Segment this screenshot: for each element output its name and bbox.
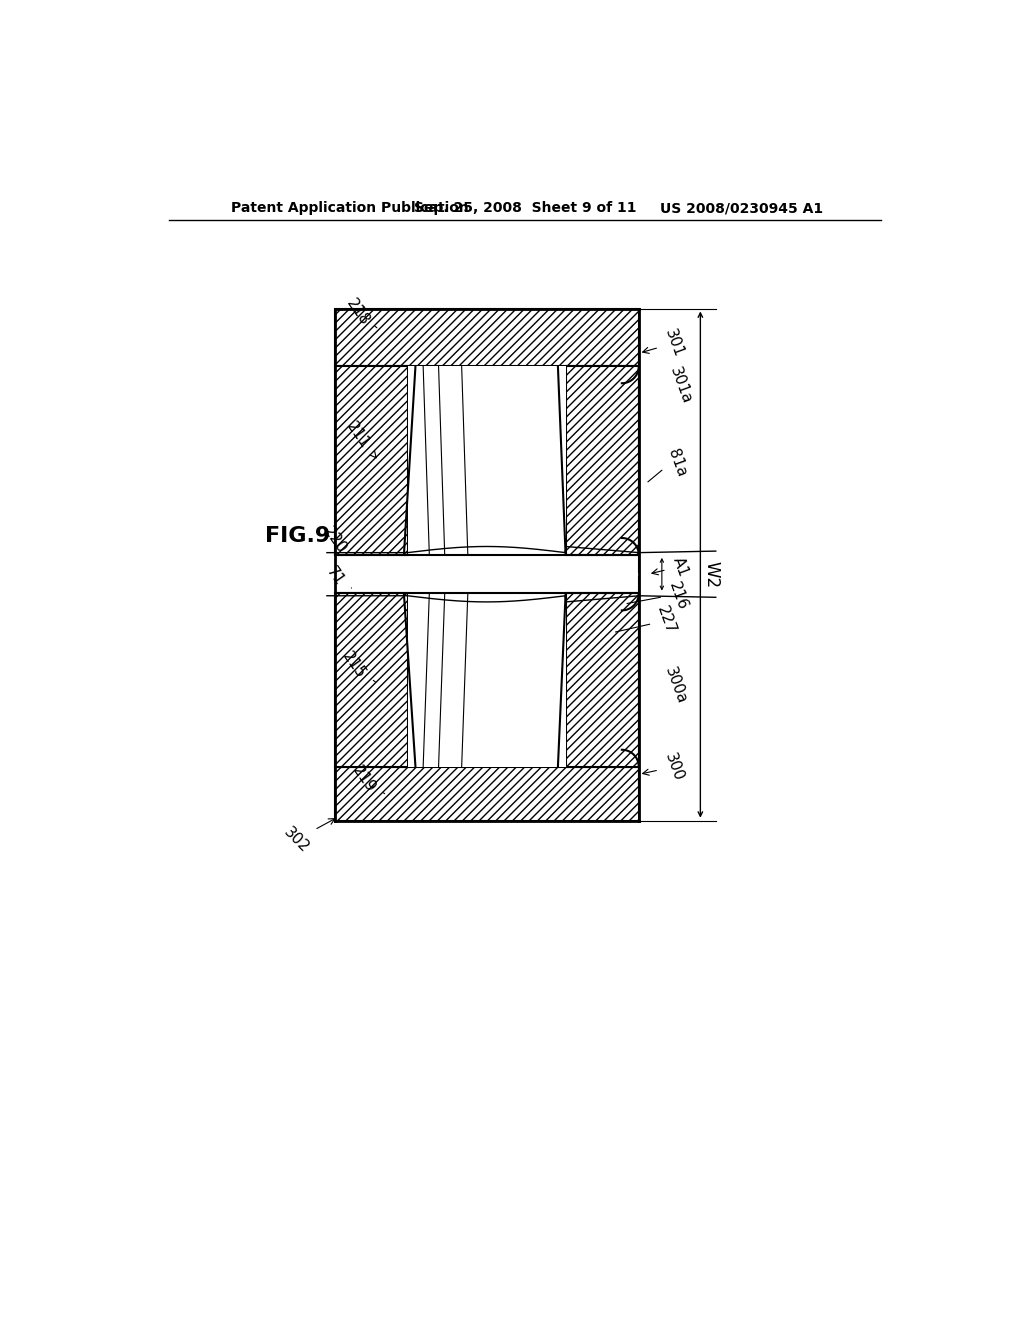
Text: 227: 227 — [654, 605, 678, 636]
Text: 300: 300 — [643, 751, 686, 783]
Text: 301: 301 — [643, 327, 686, 359]
Text: Patent Application Publication: Patent Application Publication — [230, 202, 468, 215]
Bar — [335, 594, 408, 767]
Text: 220: 220 — [321, 524, 355, 557]
Text: 300a: 300a — [662, 665, 689, 706]
Bar — [335, 767, 639, 821]
Text: W2: W2 — [702, 561, 721, 587]
Bar — [565, 367, 639, 554]
Bar — [335, 367, 408, 554]
Text: 216: 216 — [666, 579, 690, 612]
Text: 301a: 301a — [668, 364, 694, 407]
Text: Sep. 25, 2008  Sheet 9 of 11: Sep. 25, 2008 Sheet 9 of 11 — [414, 202, 636, 215]
Bar — [408, 367, 565, 554]
Text: A1: A1 — [652, 554, 690, 578]
Text: 302: 302 — [281, 818, 335, 855]
Bar — [335, 309, 639, 367]
Text: 81a: 81a — [665, 446, 689, 479]
Text: 215: 215 — [339, 649, 376, 682]
Text: 219: 219 — [349, 763, 385, 796]
Text: 71: 71 — [323, 565, 351, 589]
Text: US 2008/0230945 A1: US 2008/0230945 A1 — [660, 202, 823, 215]
Text: 218: 218 — [343, 296, 377, 329]
Text: FIG.9: FIG.9 — [265, 525, 331, 545]
Bar — [565, 594, 639, 767]
Text: 211: 211 — [343, 420, 376, 458]
Bar — [408, 594, 565, 767]
